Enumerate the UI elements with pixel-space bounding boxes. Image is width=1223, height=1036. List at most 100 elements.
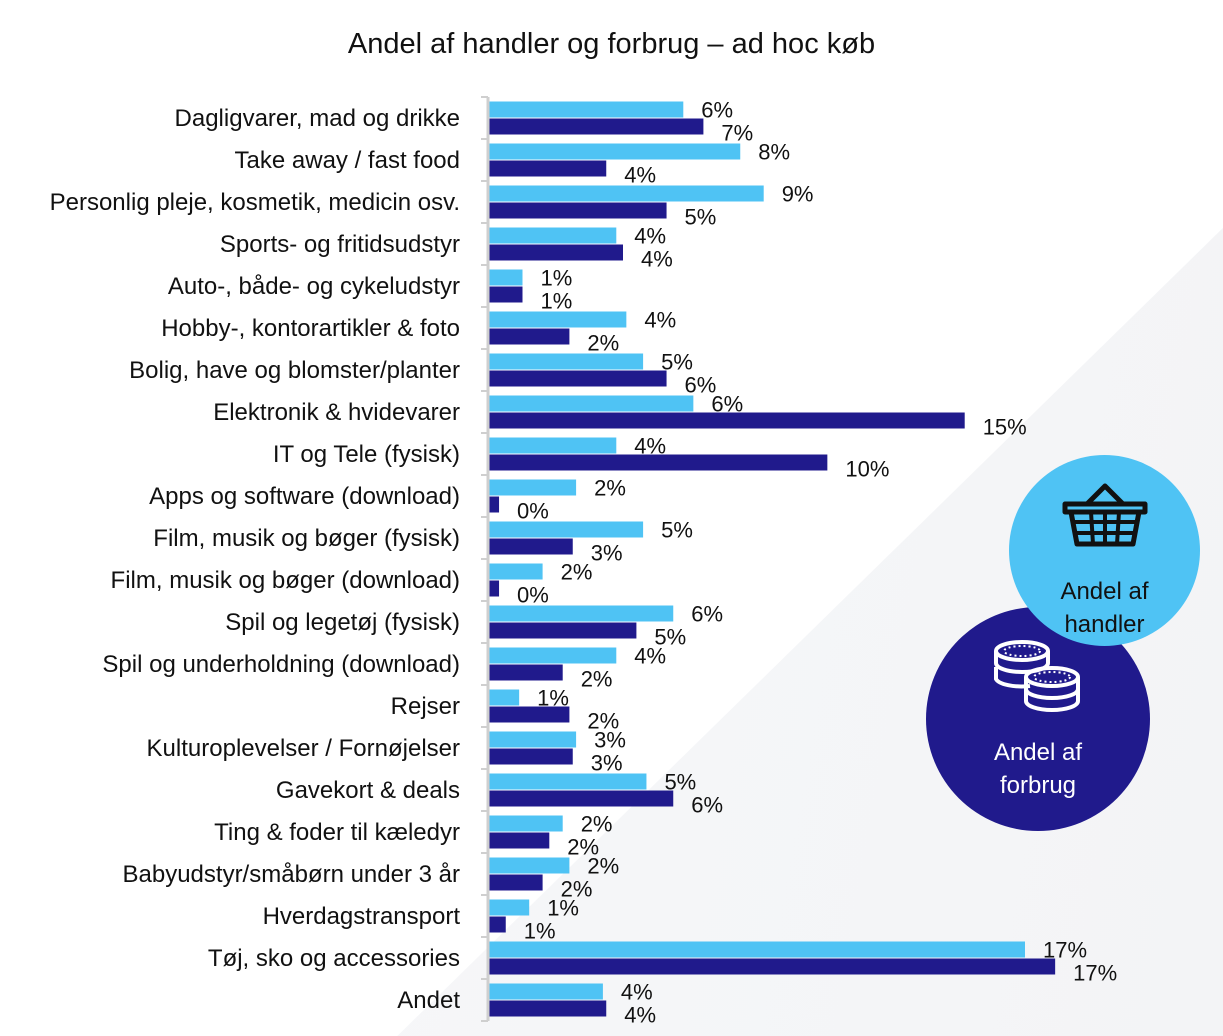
category-labels: Dagligvarer, mad og drikke Take away / fa…: [50, 105, 461, 1014]
value-label-handler: 5%: [661, 518, 693, 543]
value-label-handler: 4%: [644, 308, 676, 333]
bar-handler: [489, 983, 603, 1000]
coins-stack-icon: [990, 637, 1086, 724]
value-label-handler: 9%: [782, 182, 814, 207]
bar-forbrug: [489, 286, 523, 303]
category-label: IT og Tele (fysisk): [273, 441, 460, 468]
bar-forbrug: [489, 790, 674, 807]
category-label: Kulturoplevelser / Fornøjelser: [147, 735, 460, 762]
value-label-forbrug: 17%: [1073, 961, 1117, 986]
value-label-handler: 6%: [691, 602, 723, 627]
bar-handler: [489, 815, 563, 832]
legend-handler: Andel af handler: [1009, 455, 1200, 646]
shopping-basket-icon: [1061, 482, 1149, 557]
bar-forbrug: [489, 580, 500, 597]
bar-handler: [489, 647, 617, 664]
value-label-handler: 2%: [594, 476, 626, 501]
bar-forbrug: [489, 244, 623, 261]
bar-forbrug: [489, 874, 543, 891]
category-label: Film, musik og bøger (fysisk): [153, 525, 460, 552]
bar-handler: [489, 563, 543, 580]
bar-forbrug: [489, 538, 573, 555]
value-label-forbrug: 2%: [587, 709, 619, 734]
value-label-forbrug: 6%: [685, 373, 717, 398]
bar-forbrug: [489, 370, 667, 387]
bar-handler: [489, 479, 577, 496]
bar-handler: [489, 605, 674, 622]
category-label: Rejser: [391, 693, 460, 720]
value-label-forbrug: 6%: [691, 793, 723, 818]
bar-forbrug: [489, 664, 563, 681]
bar-handler: [489, 437, 617, 454]
legend-forbrug-line2: forbrug: [999, 771, 1077, 799]
value-label-handler: 3%: [594, 728, 626, 753]
category-label: Spil og underholdning (download): [102, 651, 460, 678]
bar-handler: [489, 773, 647, 790]
value-label-handler: 5%: [661, 350, 693, 375]
value-label-handler: 4%: [634, 224, 666, 249]
chart-title: Andel af handler og forbrug – ad hoc køb: [347, 28, 876, 60]
bar-forbrug: [489, 958, 1056, 975]
bar-handler: [489, 311, 627, 328]
value-label-forbrug: 4%: [624, 163, 656, 188]
bar-handler: [489, 731, 577, 748]
category-label: Sports- og fritidsudstyr: [220, 231, 460, 258]
bar-forbrug: [489, 328, 570, 345]
bar-handler: [489, 395, 694, 412]
legend-handler-line1: Andel af: [1060, 578, 1149, 605]
value-label-handler: 4%: [634, 434, 666, 459]
bar-forbrug: [489, 202, 667, 219]
bar-forbrug: [489, 748, 573, 765]
category-label: Hobby-, kontorartikler & foto: [161, 315, 460, 342]
legend-handler-line2: handler: [1064, 611, 1145, 638]
value-label-handler: 6%: [701, 98, 733, 123]
value-label-forbrug: 2%: [587, 331, 619, 356]
category-label: Apps og software (download): [149, 483, 460, 510]
bar-handler: [489, 185, 764, 202]
bar-handler: [489, 521, 644, 538]
category-label: Bolig, have og blomster/planter: [129, 357, 460, 384]
bar-forbrug: [489, 622, 637, 639]
value-label-forbrug: 7%: [721, 121, 753, 146]
category-label: Ting & foder til kæledyr: [214, 819, 460, 846]
bar-handler: [489, 941, 1025, 958]
value-label-forbrug: 0%: [517, 499, 549, 524]
value-label-forbrug: 3%: [591, 541, 623, 566]
value-label-handler: 6%: [711, 392, 743, 417]
bar-handler: [489, 101, 684, 118]
value-label-forbrug: 1%: [524, 919, 556, 944]
bar-forbrug: [489, 412, 965, 429]
value-label-handler: 1%: [547, 896, 579, 921]
value-label-forbrug: 10%: [845, 457, 889, 482]
value-label-handler: 1%: [541, 266, 573, 291]
category-label: Personlig pleje, kosmetik, medicin osv.: [50, 189, 460, 216]
value-label-forbrug: 2%: [567, 835, 599, 860]
category-label: Gavekort & deals: [276, 777, 460, 804]
value-label-forbrug: 0%: [517, 583, 549, 608]
bar-handler: [489, 899, 530, 916]
category-label: Elektronik & hvidevarer: [213, 399, 460, 426]
value-label-forbrug: 1%: [541, 289, 573, 314]
category-label: Tøj, sko og accessories: [208, 945, 460, 972]
legend-forbrug-line1: Andel af: [993, 738, 1083, 766]
value-label-handler: 4%: [621, 980, 653, 1005]
value-labels: 6%7%8%4%9%5%4%4%1%1%4%2%5%6%6%15%4%10%2%…: [517, 98, 1117, 1028]
value-label-handler: 1%: [537, 686, 569, 711]
value-label-forbrug: 5%: [685, 205, 717, 230]
category-axis: [481, 96, 490, 1022]
bar-forbrug: [489, 1000, 607, 1017]
value-label-handler: 17%: [1043, 938, 1087, 963]
category-label: Spil og legetøj (fysisk): [225, 609, 460, 636]
value-label-forbrug: 5%: [654, 625, 686, 650]
category-label: Babyudstyr/småbørn under 3 år: [123, 861, 461, 888]
value-label-handler: 4%: [634, 644, 666, 669]
bar-handler: [489, 269, 523, 286]
value-label-forbrug: 4%: [624, 1003, 656, 1028]
bar-handler: [489, 353, 644, 370]
category-label: Auto-, både- og cykeludstyr: [168, 273, 460, 300]
category-label: Take away / fast food: [235, 147, 460, 174]
value-label-handler: 8%: [758, 140, 790, 165]
bar-forbrug: [489, 706, 570, 723]
value-label-forbrug: 4%: [641, 247, 673, 272]
